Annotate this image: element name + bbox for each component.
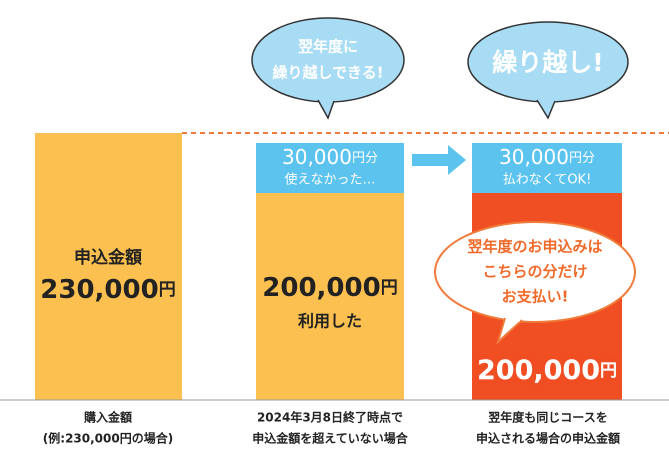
bar bbox=[256, 193, 404, 400]
top-amount-number: 30,000 bbox=[282, 145, 352, 169]
amount-unit: 円 bbox=[381, 278, 398, 298]
speech-bubble bbox=[251, 17, 405, 103]
amount: 230,000円 bbox=[40, 275, 175, 305]
top-note: 払わなくてOK! bbox=[503, 173, 592, 188]
amount: 200,000円 bbox=[262, 273, 397, 303]
bubble-text: 翌年度に bbox=[298, 38, 358, 56]
top-amount: 30,000円分 bbox=[499, 145, 595, 169]
caption: 2024年3月8日終了時点で bbox=[257, 410, 403, 425]
amount-unit: 円 bbox=[159, 280, 176, 300]
saved-block bbox=[472, 143, 622, 193]
caption: 翌年度も同じコースを bbox=[488, 410, 607, 425]
bubble-tail bbox=[317, 99, 335, 120]
bubble-text: 繰り越し! bbox=[492, 48, 603, 77]
amount-number: 200,000 bbox=[477, 355, 600, 386]
bar bbox=[35, 133, 182, 400]
top-amount: 30,000円分 bbox=[282, 145, 378, 169]
bar-title: 申込金額 bbox=[74, 247, 142, 268]
callout-line: お支払い! bbox=[502, 288, 569, 306]
top-amount-number: 30,000 bbox=[499, 145, 569, 169]
bubble-tail bbox=[536, 99, 556, 120]
caption: 購入金額 bbox=[83, 410, 132, 425]
amount-number: 230,000 bbox=[40, 275, 158, 305]
callout-line: 翌年度のお申込みは bbox=[467, 238, 602, 256]
caption: (例:230,000円の場合) bbox=[43, 431, 173, 446]
top-note: 使えなかった… bbox=[284, 172, 375, 188]
top-amount-unit: 円分 bbox=[352, 151, 378, 166]
callout-line: こちらの分だけ bbox=[482, 263, 587, 281]
unused-block bbox=[256, 143, 404, 193]
amount-number: 200,000 bbox=[262, 273, 380, 303]
amount-unit: 円 bbox=[600, 361, 617, 381]
note: 利用した bbox=[298, 312, 362, 331]
caption: 申込金額を超えていない場合 bbox=[252, 431, 408, 446]
bubble-text: 繰り越しできる! bbox=[272, 64, 383, 82]
callout bbox=[434, 221, 636, 323]
callout-tail bbox=[496, 317, 523, 346]
top-amount-unit: 円分 bbox=[569, 151, 595, 166]
arrow bbox=[412, 145, 466, 175]
caption: 申込される場合の申込金額 bbox=[476, 431, 620, 446]
amount: 200,000円 bbox=[477, 355, 617, 386]
